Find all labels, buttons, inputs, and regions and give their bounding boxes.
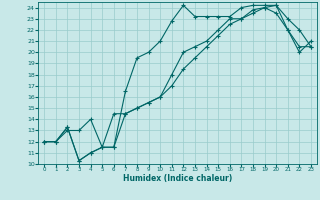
X-axis label: Humidex (Indice chaleur): Humidex (Indice chaleur) — [123, 174, 232, 183]
